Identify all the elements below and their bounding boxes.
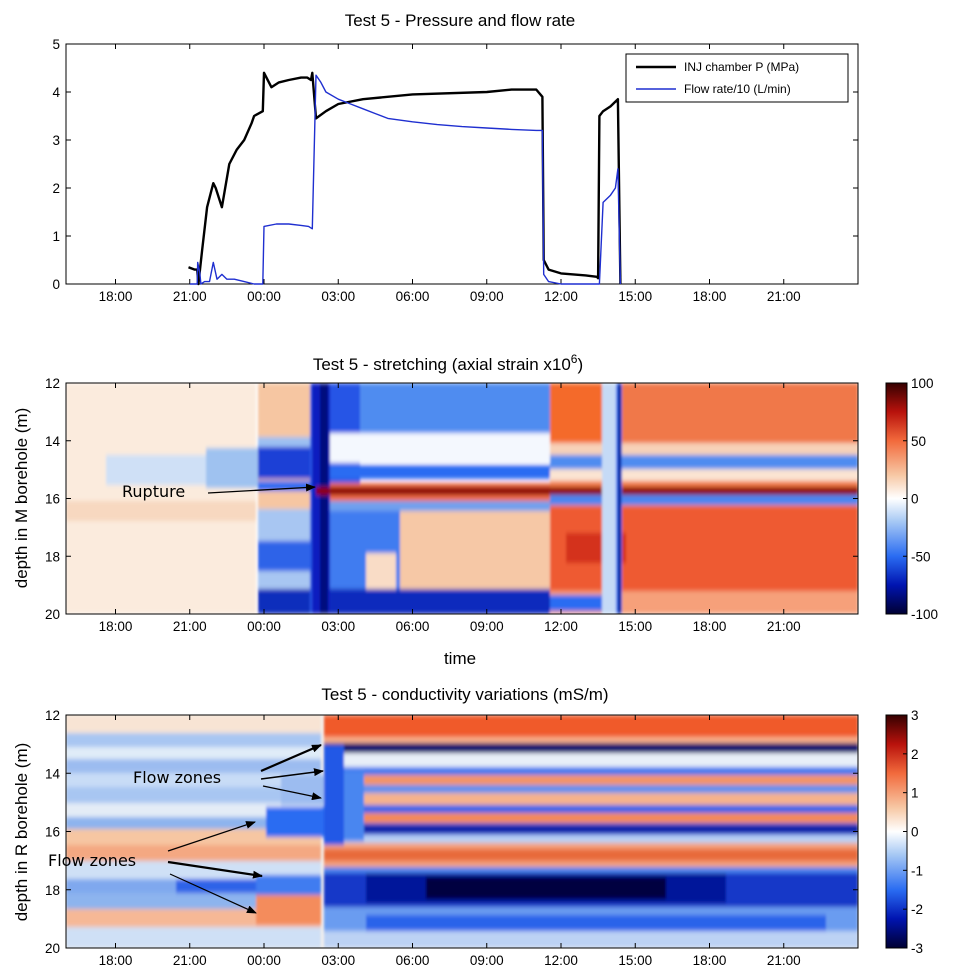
- series-lines: [188, 71, 622, 286]
- colorbar-tick-label: -50: [911, 549, 931, 564]
- y-tick-label: 20: [45, 941, 60, 956]
- chart-title-main: Test 5 - stretching (axial strain x10: [313, 355, 571, 374]
- arrow-flow-upper-3: [262, 785, 322, 801]
- heatmap-area: [66, 715, 858, 948]
- x-tick-label: 09:00: [470, 619, 504, 634]
- arrow-rupture: [207, 483, 316, 494]
- colorbar-tick-label: 0: [911, 492, 919, 507]
- x-tick-label: 21:00: [173, 953, 207, 968]
- x-tick-label: 21:00: [173, 619, 207, 634]
- y-tick-label: 14: [45, 766, 61, 781]
- legend-label-pressure: INJ chamber P (MPa): [684, 60, 799, 74]
- series-line-flow: [189, 74, 622, 285]
- y-tick-label: 3: [52, 133, 60, 148]
- x-tick-label: 06:00: [396, 953, 430, 968]
- x-tick-label: 18:00: [99, 289, 133, 304]
- chart-title-end: ): [577, 355, 583, 374]
- y-tick-label: 12: [45, 376, 60, 391]
- x-tick-label: 15:00: [618, 289, 652, 304]
- colorbar-tick-label: 0: [911, 825, 919, 840]
- x-axis: 18:00 21:00 00:00 03:00 06:00 09:00 12:00 15:00…: [99, 715, 801, 968]
- colorbar-tick-label: 1: [911, 786, 919, 801]
- x-tick-label: 21:00: [767, 289, 801, 304]
- legend: INJ chamber P (MPa) Flow rate/10 (L/min): [625, 53, 849, 103]
- series-line-pressure: [188, 71, 622, 286]
- x-tick-label: 03:00: [321, 953, 355, 968]
- colorbar-tick-label: 50: [911, 434, 926, 449]
- y-tick-label: 12: [45, 708, 60, 723]
- panel-pressure-flow: Test 5 - Pressure and flow rate 18:00 21:…: [52, 11, 859, 304]
- panel-conductivity: Test 5 - conductivity variations (mS/m): [12, 685, 923, 968]
- y-tick-label: 1: [52, 229, 60, 244]
- x-tick-label: 15:00: [618, 953, 652, 968]
- x-tick-label: 18:00: [693, 289, 727, 304]
- heatmap-area: [66, 383, 858, 614]
- x-tick-label: 21:00: [767, 619, 801, 634]
- arrow-flow-upper-1: [260, 743, 322, 773]
- x-tick-label: 18:00: [693, 619, 727, 634]
- x-tick-label: 12:00: [544, 619, 578, 634]
- x-axis: 18:00 21:00 00:00 03:00 06:00 09:00 12:00 15:00…: [99, 44, 801, 304]
- colorbar-ticks: 3 2 1 0 -1 -2 -3: [903, 708, 923, 956]
- colorbar-tick-label: -2: [911, 902, 923, 917]
- arrow-flow-lower-2: [167, 860, 263, 879]
- x-tick-label: 03:00: [321, 619, 355, 634]
- y-axis: 12 14 16 18 20: [45, 376, 858, 622]
- arrow-flow-lower-3: [169, 873, 257, 914]
- y-tick-label: 16: [45, 825, 60, 840]
- y-axis-label: depth in M borehole (m): [12, 408, 31, 588]
- legend-box: [625, 53, 849, 103]
- chart-title-superscript: 6: [571, 352, 578, 366]
- x-axis-label: time: [444, 649, 476, 668]
- y-tick-label: 2: [52, 181, 60, 196]
- x-tick-label: 18:00: [99, 953, 133, 968]
- chart-title: Test 5 - stretching (axial strain x106): [313, 352, 583, 374]
- y-axis-label: depth in R borehole (m): [12, 743, 31, 922]
- arrow-flow-lower-1: [167, 821, 256, 852]
- colorbar-tick-label: -3: [911, 941, 923, 956]
- colorbar-tick-label: 3: [911, 708, 919, 723]
- colorbar-tick-label: -100: [911, 607, 938, 622]
- x-tick-label: 09:00: [470, 953, 504, 968]
- x-axis: 18:00 21:00 00:00 03:00 06:00 09:00 12:00 15:00…: [99, 383, 801, 634]
- x-tick-label: 00:00: [247, 289, 281, 304]
- y-tick-label: 16: [45, 492, 60, 507]
- x-tick-label: 06:00: [396, 289, 430, 304]
- y-tick-label: 0: [52, 277, 60, 292]
- x-tick-label: 21:00: [173, 289, 207, 304]
- colorbar-tick-label: -1: [911, 863, 923, 878]
- x-tick-label: 12:00: [544, 289, 578, 304]
- annotation-flow-zones-lower: Flow zones: [48, 851, 136, 870]
- x-tick-label: 00:00: [247, 953, 281, 968]
- x-tick-label: 06:00: [396, 619, 430, 634]
- x-tick-label: 21:00: [767, 953, 801, 968]
- x-tick-label: 09:00: [470, 289, 504, 304]
- colorbar-ticks: 100 50 0 -50 -100: [903, 376, 938, 622]
- x-tick-label: 15:00: [618, 619, 652, 634]
- annotation-flow-zones-upper: Flow zones: [133, 768, 221, 787]
- x-tick-label: 18:00: [99, 619, 133, 634]
- y-axis: 0 1 2 3 4 5: [52, 37, 858, 292]
- y-tick-label: 4: [52, 85, 60, 100]
- colorbar-tick-label: 2: [911, 747, 919, 762]
- y-tick-label: 5: [52, 37, 60, 52]
- x-tick-label: 18:00: [693, 953, 727, 968]
- colorbar-tick-label: 100: [911, 376, 934, 391]
- legend-label-flow: Flow rate/10 (L/min): [684, 82, 791, 96]
- y-tick-label: 18: [45, 883, 60, 898]
- chart-title: Test 5 - conductivity variations (mS/m): [321, 685, 608, 704]
- x-tick-label: 00:00: [247, 619, 281, 634]
- annotation-rupture: Rupture: [122, 482, 185, 501]
- arrow-flow-upper-2: [260, 768, 324, 780]
- x-tick-label: 03:00: [321, 289, 355, 304]
- x-tick-label: 12:00: [544, 953, 578, 968]
- y-tick-label: 14: [45, 434, 61, 449]
- y-tick-label: 20: [45, 607, 60, 622]
- y-tick-label: 18: [45, 549, 60, 564]
- panel-strain: Test 5 - stretching (axial strain x106): [12, 352, 938, 668]
- chart-title: Test 5 - Pressure and flow rate: [345, 11, 576, 30]
- y-axis: 12 14 16 18 20: [45, 708, 858, 956]
